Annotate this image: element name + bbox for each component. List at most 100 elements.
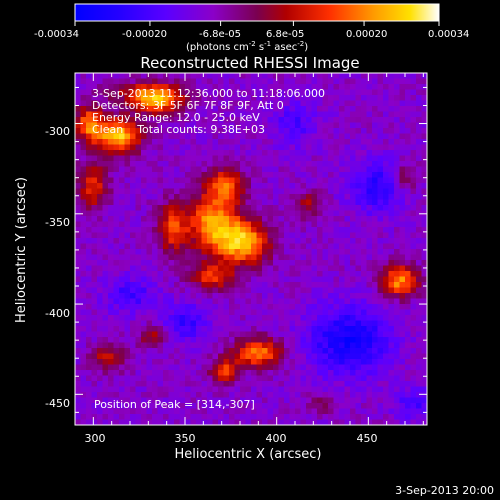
heatmap-cell [86,260,92,266]
heatmap-cell [113,216,120,222]
heatmap-cell [372,293,378,299]
heatmap-cell [185,144,191,151]
heatmap-cell [141,381,147,387]
heatmap-cell [361,320,367,327]
heatmap-cell [388,205,395,211]
heatmap-cell [212,375,219,382]
heatmap-cell [113,419,120,426]
heatmap-cell [278,122,285,129]
heatmap-cell [416,73,422,79]
heatmap-cell [163,315,169,321]
heatmap-cell [372,337,378,343]
heatmap-cell [108,73,114,79]
heatmap-cell [80,386,87,393]
heatmap-cell [124,298,131,305]
heatmap-cell [80,359,87,365]
heatmap-cell [361,342,367,349]
heatmap-cell [410,397,417,404]
heatmap-cell [152,133,158,140]
heatmap-cell [80,161,87,167]
heatmap-cell [229,419,235,426]
heatmap-cell [113,331,120,338]
heatmap-cell [289,144,296,151]
heatmap-cell [405,227,411,233]
heatmap-cell [251,364,257,371]
heatmap-cell [328,287,334,294]
heatmap-cell [179,232,186,239]
heatmap-cell [135,117,142,123]
heatmap-cell [311,392,318,398]
heatmap-cell [405,166,411,173]
heatmap-cell [278,397,285,404]
heatmap-cell [322,326,329,332]
heatmap-cell [102,309,109,316]
heatmap-cell [152,403,158,409]
heatmap-cell [152,364,158,371]
heatmap-cell [339,309,345,316]
heatmap-cell [311,144,318,151]
heatmap-cell [141,254,147,261]
heatmap-cell [372,320,378,327]
heatmap-cell [284,194,290,200]
heatmap-cell [157,205,164,211]
heatmap-cell [201,227,208,233]
heatmap-cell [179,403,186,409]
heatmap-cell [339,106,345,112]
heatmap-cell [157,375,164,382]
heatmap-cell [306,78,312,85]
heatmap-cell [229,194,235,200]
heatmap-cell [97,386,103,393]
heatmap-cell [196,199,202,206]
heatmap-cell [322,293,329,299]
heatmap-cell [399,227,406,233]
heatmap-cell [289,326,296,332]
heatmap-cell [190,172,197,178]
heatmap-cell [168,144,175,151]
heatmap-cell [333,320,340,327]
heatmap-cell [157,309,164,316]
heatmap-cell [97,194,103,200]
heatmap-cell [388,221,395,228]
heatmap-cell [196,117,202,123]
heatmap-cell [196,342,202,349]
heatmap-cell [399,408,406,415]
heatmap-cell [355,260,362,266]
heatmap-cell [284,397,290,404]
heatmap-cell [273,128,279,134]
heatmap-cell [201,133,208,140]
heatmap-cell [339,276,345,283]
heatmap-cell [108,133,114,140]
heatmap-cell [416,205,422,211]
heatmap-cell [245,276,252,283]
heatmap-cell [229,243,235,250]
heatmap-cell [350,364,356,371]
heatmap-cell [317,111,323,118]
heatmap-cell [421,353,428,360]
heatmap-cell [75,133,81,140]
heatmap-cell [267,89,274,96]
heatmap-cell [421,304,428,310]
heatmap-cell [102,210,109,217]
heatmap-cell [311,304,318,310]
heatmap-cell [229,183,235,189]
heatmap-cell [410,337,417,343]
heatmap-cell [322,337,329,343]
heatmap-cell [174,89,180,96]
heatmap-cell [179,128,186,134]
heatmap-cell [130,100,136,107]
heatmap-cell [394,353,400,360]
heatmap-cell [130,210,136,217]
heatmap-cell [124,122,131,129]
heatmap-cell [295,216,301,222]
heatmap-cell [339,89,345,96]
heatmap-cell [267,139,274,145]
heatmap-cell [80,392,87,398]
heatmap-cell [234,221,241,228]
heatmap-cell [251,265,257,272]
heatmap-cell [366,370,373,376]
heatmap-cell [372,287,378,294]
heatmap-cell [361,188,367,195]
heatmap-cell [300,183,307,189]
heatmap-cell [146,221,153,228]
heatmap-cell [97,403,103,409]
